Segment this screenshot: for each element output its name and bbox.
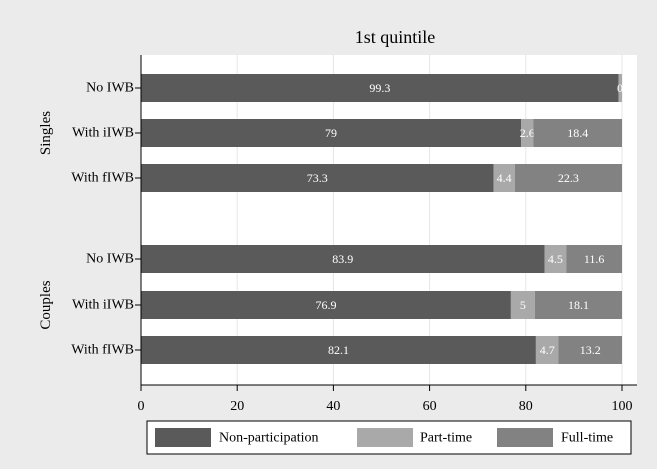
bar-segment-part-time <box>618 74 622 102</box>
x-tick-label: 0 <box>138 399 145 414</box>
x-tick-label: 40 <box>326 399 340 414</box>
bar-value-label: 0 <box>617 81 623 95</box>
bar-segment-non-participation <box>141 74 619 102</box>
bar-value-label: 4.4 <box>497 171 512 185</box>
x-axis-ticks: 0 20 40 60 80 100 <box>138 385 633 414</box>
bar-segment-non-participation <box>141 119 521 147</box>
bar-segment-full-time <box>534 291 622 319</box>
bar-value-label: 83.9 <box>332 252 353 266</box>
y-tick-label: With iIWB <box>72 126 134 141</box>
bar-segment-non-participation <box>141 291 511 319</box>
bar-value-label: 79 <box>325 126 337 140</box>
group-label-couples: Couples <box>38 280 54 329</box>
bar-segment-full-time <box>514 164 622 192</box>
legend: Non-participation Part-time Full-time <box>146 420 632 455</box>
legend-swatch <box>155 428 211 447</box>
y-tick-label: No IWB <box>86 252 134 267</box>
bar-value-label: 13.2 <box>580 343 601 357</box>
bar-segment-full-time <box>566 245 622 273</box>
legend-swatch <box>357 428 413 447</box>
bar-value-label: 99.3 <box>369 81 390 95</box>
bar-segment-part-time <box>520 119 534 147</box>
bars: 99.3 0 79 2.6 18.4 73.3 4.4 22.3 83.9 4.5 11.6 76.9… <box>141 74 623 364</box>
bar-segment-full-time <box>558 336 622 364</box>
x-tick-label: 80 <box>519 399 533 414</box>
bar-value-label: 73.3 <box>307 171 328 185</box>
chart-title: 1st quintile <box>355 27 436 47</box>
y-tick-label: With fIWB <box>71 171 134 186</box>
bar-segment-non-participation <box>141 245 545 273</box>
plot-area <box>141 55 637 385</box>
y-tick-label: No IWB <box>86 81 134 96</box>
x-tick-label: 20 <box>230 399 244 414</box>
y-tick-label: With fIWB <box>71 343 134 358</box>
bar-value-label: 22.3 <box>558 171 579 185</box>
bar-segment-non-participation <box>141 336 536 364</box>
y-axis-labels: No IWB With iIWB With fIWB No IWB With iIWB W… <box>71 55 142 385</box>
legend-label: Part-time <box>420 431 472 446</box>
bar-segment-part-time <box>535 336 559 364</box>
bar-value-label: 2.6 <box>520 126 535 140</box>
x-tick-label: 60 <box>423 399 437 414</box>
y-tick-label: With iIWB <box>72 298 134 313</box>
bar-value-label: 5 <box>520 298 526 312</box>
group-label-singles: Singles <box>38 111 54 155</box>
bar-value-label: 82.1 <box>328 343 349 357</box>
legend-label: Full-time <box>561 431 613 446</box>
bar-value-label: 11.6 <box>584 252 605 266</box>
bar-value-label: 76.9 <box>315 298 336 312</box>
bar-segment-part-time <box>493 164 515 192</box>
bar-value-label: 4.7 <box>540 343 555 357</box>
legend-label: Non-participation <box>219 431 319 446</box>
group-labels: Singles Couples <box>38 111 54 330</box>
bar-value-label: 4.5 <box>548 252 563 266</box>
bar-segment-full-time <box>533 119 622 147</box>
bar-segment-non-participation <box>141 164 494 192</box>
x-tick-label: 100 <box>612 399 633 414</box>
bar-value-label: 18.1 <box>568 298 589 312</box>
legend-swatch <box>497 428 553 447</box>
bar-value-label: 18.4 <box>567 126 588 140</box>
bar-segment-part-time <box>510 291 535 319</box>
bar-segment-part-time <box>544 245 567 273</box>
